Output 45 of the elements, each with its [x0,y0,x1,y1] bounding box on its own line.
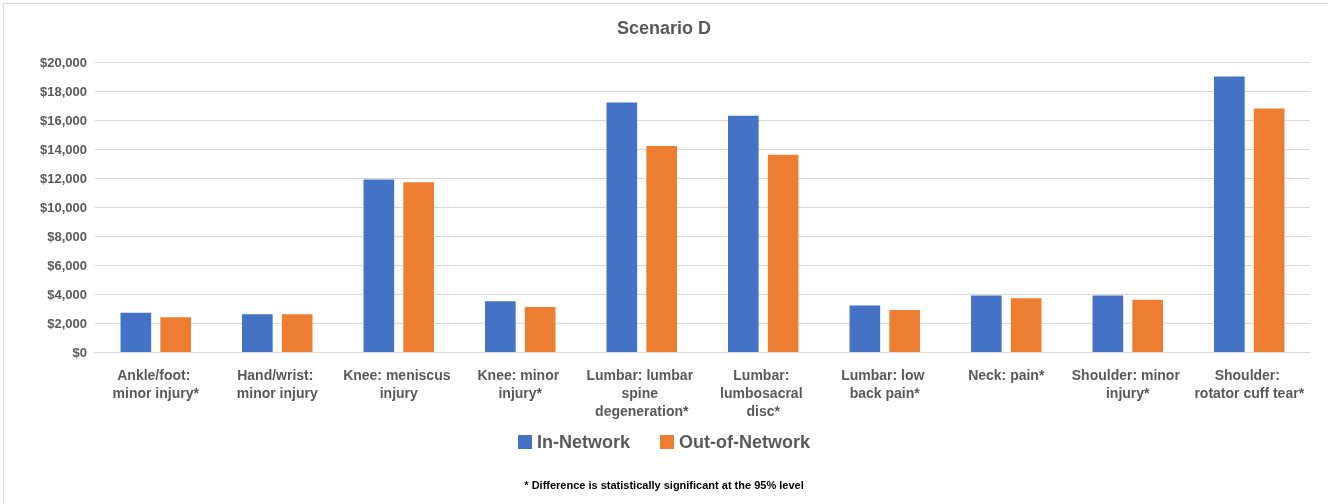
legend-label: In-Network [537,432,631,452]
y-tick-label: $10,000 [40,199,87,215]
bar [403,182,434,352]
bar [363,179,395,352]
bar [1253,108,1285,352]
x-tick-label: Shoulder: rotator cuff tear* [1194,367,1305,401]
bar [281,314,313,352]
y-tick-label: $12,000 [40,170,87,186]
legend-label: Out-of-Network [679,432,811,452]
x-tick-label: Shoulder: minor injury* [1071,367,1184,401]
x-tick-label: Neck: pain* [968,367,1045,383]
y-tick-label: $8,000 [47,228,87,244]
bar [1132,299,1163,352]
bar [646,146,677,352]
bar [120,312,152,352]
x-tick-label: Hand/wrist: minor injury [236,367,318,401]
bar [606,102,638,352]
bar [160,317,191,352]
x-tick-label: Ankle/foot: minor injury* [112,367,200,401]
y-tick-label: $16,000 [40,112,87,128]
bar [485,301,516,352]
text: * Difference is statistically significant at the 95% level [524,478,804,491]
bar [524,307,556,352]
bar [849,305,881,352]
bar [767,154,799,352]
bar [242,314,273,352]
y-tick-label: $14,000 [40,141,87,157]
bar [1214,76,1245,352]
bar [1010,298,1042,352]
y-tick-label: $20,000 [40,54,87,70]
chart-title: Scenario D [616,18,712,38]
y-tick-label: $0 [72,344,87,360]
y-tick-label: $2,000 [47,315,87,331]
x-tick-label: Lumbar: lumbosacral disc* [720,367,807,419]
x-tick-label: Knee: meniscus injury [343,367,455,401]
bar [971,295,1002,352]
bar [889,309,920,352]
bar [1092,295,1124,352]
y-tick-label: $6,000 [47,257,87,273]
x-tick-label: Knee: minor injury* [477,367,564,401]
y-tick-label: $4,000 [47,286,87,302]
bar [728,115,759,352]
x-tick-label: Lumbar: lumbar spine degeneration* [586,367,697,419]
x-tick-label: Lumbar: low back pain* [841,367,929,401]
y-tick-label: $18,000 [40,83,87,99]
